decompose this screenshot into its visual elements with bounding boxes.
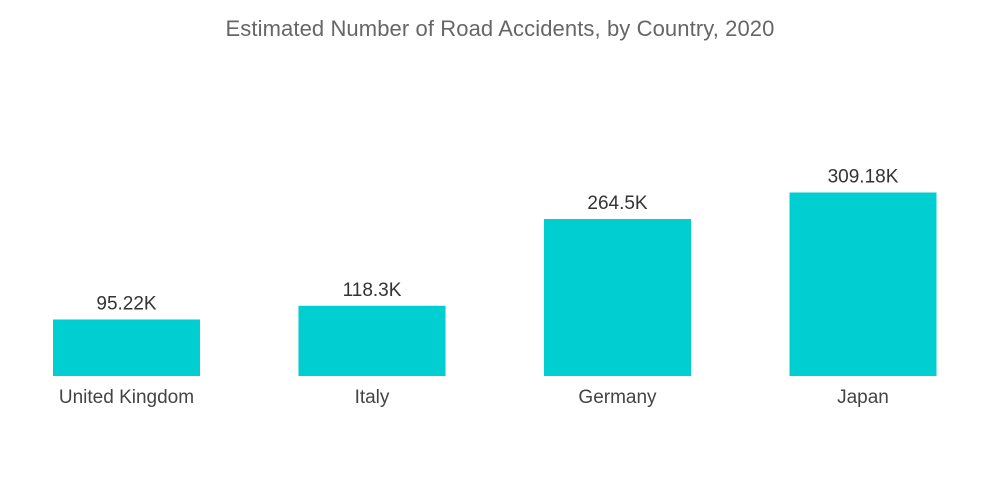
value-label: 95.22K [96, 293, 157, 314]
bars-layer [53, 192, 937, 376]
value-label: 309.18K [828, 167, 899, 188]
bar-japan [789, 192, 937, 376]
bar-united-kingdom [53, 319, 200, 376]
category-label: United Kingdom [59, 387, 194, 408]
category-labels-layer: United Kingdom Italy Germany Japan [59, 387, 889, 408]
value-label: 264.5K [587, 193, 648, 214]
bar-germany [544, 219, 691, 376]
category-label: Italy [355, 387, 390, 408]
chart-title: Estimated Number of Road Accidents, by C… [225, 16, 775, 41]
category-label: Japan [837, 387, 889, 408]
bar-italy [298, 305, 446, 376]
value-label: 118.3K [343, 280, 402, 301]
value-labels-layer: 95.22K 118.3K 264.5K 309.18K [96, 167, 898, 315]
category-label: Germany [578, 387, 657, 408]
